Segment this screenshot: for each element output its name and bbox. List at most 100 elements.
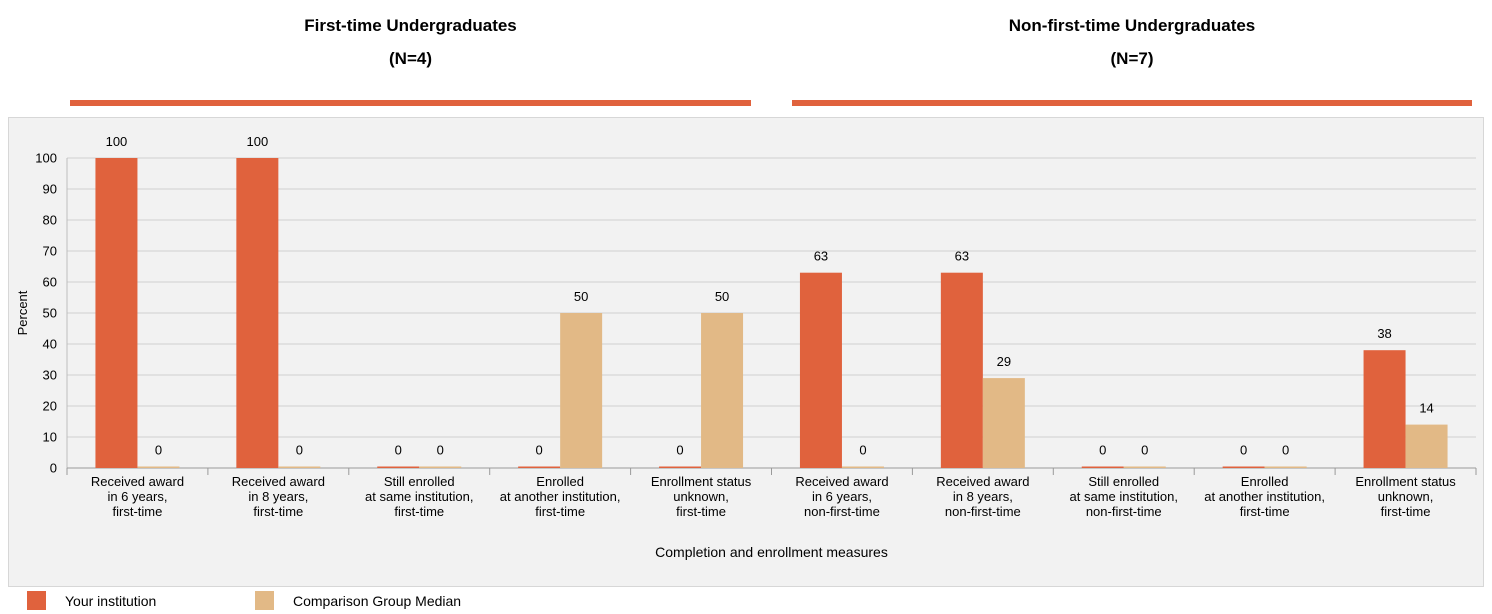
y-tick-label: 80 [43, 213, 57, 228]
y-tick-label: 10 [43, 430, 57, 445]
y-tick-label: 70 [43, 244, 57, 259]
y-tick-label: 60 [43, 275, 57, 290]
data-label-comparison: 0 [155, 443, 162, 458]
legend-label-comparison: Comparison Group Median [293, 592, 462, 609]
data-label-institution: 0 [1099, 443, 1106, 458]
bar-institution [1222, 466, 1265, 468]
group-title-non-first-time-label: Non-first-time Undergraduates [1008, 16, 1256, 35]
x-tick-label-line: first-time [535, 504, 585, 519]
x-tick-label-line: at another institution, [500, 489, 621, 504]
group-rule-non-first-time [792, 100, 1472, 106]
x-tick-label-line: first-time [676, 504, 726, 519]
x-tick-label-line: Enrolled [1241, 474, 1289, 489]
x-tick-label-line: first-time [1381, 504, 1431, 519]
data-label-comparison: 14 [1419, 401, 1433, 416]
y-tick-label: 20 [43, 399, 57, 414]
bar-institution [518, 466, 561, 468]
bar-comparison [701, 313, 744, 468]
legend-swatch-comparison [255, 591, 274, 610]
data-label-institution: 38 [1377, 326, 1391, 341]
group-title-non-first-time: Non-first-time Undergraduates (N=7) [792, 16, 1472, 69]
x-tick-label-line: Still enrolled [1088, 474, 1159, 489]
bar-comparison [1123, 466, 1166, 468]
x-tick-label: Enrolled at another institution, first-tim… [1204, 474, 1325, 519]
data-label-institution: 0 [676, 443, 683, 458]
x-tick-label-line: at same institution, [365, 489, 473, 504]
x-tick-label-line: Received award [232, 474, 325, 489]
data-label-comparison: 29 [997, 354, 1011, 369]
data-label-comparison: 0 [296, 443, 303, 458]
bar-institution [1081, 466, 1124, 468]
x-tick-label: Enrollment status unknown, first-time [651, 474, 752, 519]
data-label-institution: 100 [246, 134, 268, 149]
x-tick-label: Still enrolled at same institution, first-… [365, 474, 473, 519]
group-count-first-time: (N=4) [389, 49, 432, 68]
data-label-comparison: 50 [574, 289, 588, 304]
x-tick-label: Enrolled at another institution, first-tim… [500, 474, 621, 519]
x-tick-label-line: Enrollment status [651, 474, 752, 489]
data-label-institution: 0 [395, 443, 402, 458]
data-label-comparison: 0 [1141, 443, 1148, 458]
data-label-institution: 0 [1240, 443, 1247, 458]
bar-institution [236, 158, 279, 468]
data-label-comparison: 0 [1282, 443, 1289, 458]
x-tick-label-line: first-time [394, 504, 444, 519]
bar-comparison [1405, 424, 1448, 468]
x-tick-label-line: Received award [91, 474, 184, 489]
legend: Your institution Comparison Group Median [0, 588, 1492, 614]
legend-swatch-institution [27, 591, 46, 610]
x-tick-label-line: first-time [1240, 504, 1290, 519]
bar-comparison [419, 466, 462, 468]
y-tick-label: 100 [35, 151, 57, 166]
x-tick-label: Received award in 6 years, non-first-time [795, 474, 888, 519]
y-axis-label: Percent [15, 290, 30, 335]
x-tick-label-line: in 6 years, [107, 489, 167, 504]
bar-comparison [137, 466, 180, 468]
x-tick-label-line: Received award [795, 474, 888, 489]
x-tick-label-line: non-first-time [945, 504, 1021, 519]
data-label-institution: 100 [106, 134, 128, 149]
legend-label-institution: Your institution [65, 592, 157, 609]
bar-institution [799, 272, 842, 468]
x-tick-label-line: in 8 years, [248, 489, 308, 504]
group-count-non-first-time: (N=7) [1110, 49, 1154, 68]
x-tick-label-line: non-first-time [804, 504, 880, 519]
x-tick-label-line: unknown, [1378, 489, 1434, 504]
bar-comparison [841, 466, 884, 468]
x-tick-label-line: non-first-time [1086, 504, 1162, 519]
data-label-comparison: 0 [437, 443, 444, 458]
legend-item-comparison: Comparison Group Median [255, 591, 461, 610]
y-tick-label: 50 [43, 306, 57, 321]
y-tick-label: 90 [43, 182, 57, 197]
x-tick-label-line: first-time [253, 504, 303, 519]
x-tick-label-line: unknown, [673, 489, 729, 504]
x-tick-label: Received award in 6 years, first-time [91, 474, 184, 519]
bar-comparison [278, 466, 321, 468]
data-label-institution: 0 [536, 443, 543, 458]
data-label-comparison: 0 [859, 443, 866, 458]
y-tick-label: 40 [43, 337, 57, 352]
data-label-comparison: 50 [715, 289, 729, 304]
x-tick-label-line: first-time [113, 504, 163, 519]
bar-comparison [560, 313, 603, 468]
y-tick-label: 30 [43, 368, 57, 383]
x-tick-label-line: Enrollment status [1355, 474, 1456, 489]
x-tick-label: Received award in 8 years, non-first-time [936, 474, 1029, 519]
bar-institution [377, 466, 420, 468]
x-tick-label: Received award in 8 years, first-time [232, 474, 325, 519]
x-tick-label-line: Enrolled [536, 474, 584, 489]
bar-institution [1363, 350, 1406, 468]
bar-institution [940, 272, 983, 468]
x-tick-label-line: in 6 years, [812, 489, 872, 504]
data-label-institution: 63 [955, 249, 969, 264]
bar-comparison [982, 378, 1025, 468]
group-title-first-time: First-time Undergraduates (N=4) [70, 16, 751, 69]
x-tick-label-line: Received award [936, 474, 1029, 489]
bar-institution [95, 158, 138, 468]
legend-item-institution: Your institution [27, 591, 156, 610]
x-tick-label-line: Still enrolled [384, 474, 455, 489]
bar-institution [659, 466, 702, 468]
x-axis-label: Completion and enrollment measures [655, 544, 888, 560]
group-rule-first-time [70, 100, 751, 106]
